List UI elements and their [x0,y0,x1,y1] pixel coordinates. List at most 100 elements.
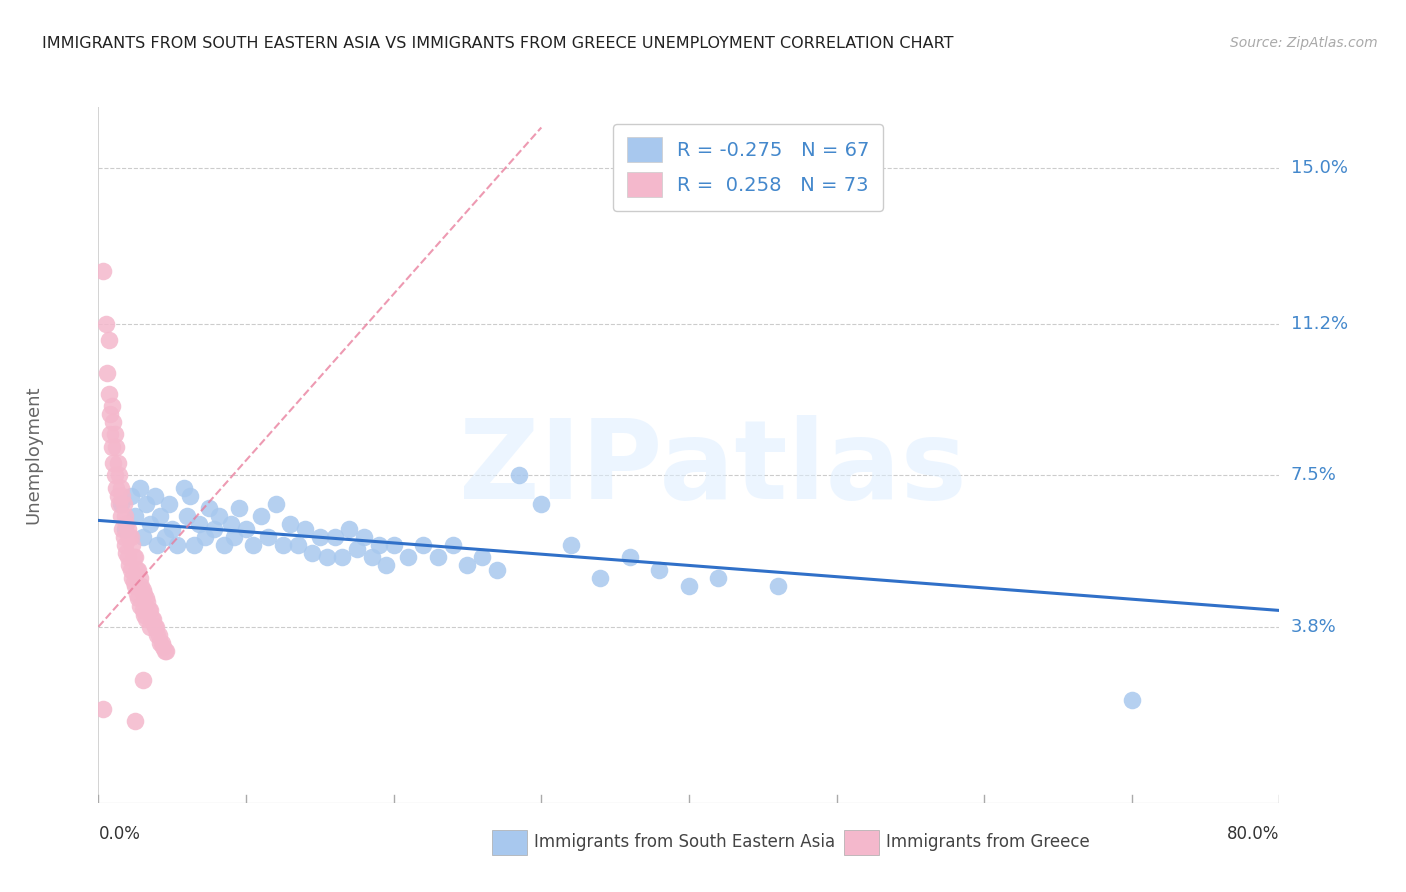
Point [149,509,172,524]
Point [360,550,382,565]
Point [242,538,264,552]
Text: 3.8%: 3.8% [1291,618,1336,636]
Point [103,415,125,429]
Point [278,517,302,532]
Point [142,612,165,626]
Point [121,571,143,585]
Point [134,607,156,622]
Point [141,612,163,626]
Text: 11.2%: 11.2% [1291,315,1348,333]
Point [138,603,160,617]
Text: Source: ZipAtlas.com: Source: ZipAtlas.com [1230,36,1378,50]
Point [212,538,235,552]
Point [132,603,155,617]
Point [224,530,246,544]
Point [108,497,131,511]
Point [149,636,172,650]
Point [132,582,155,597]
Point [412,538,434,552]
Point [105,481,128,495]
Point [183,538,205,552]
Point [110,497,132,511]
Point [148,628,170,642]
Point [94,317,117,331]
Point [128,599,150,614]
Point [111,522,134,536]
Point [271,538,294,552]
Point [219,517,242,532]
Point [104,427,127,442]
Point [124,550,146,565]
Point [132,530,155,544]
Point [143,489,166,503]
Point [139,620,162,634]
Point [129,579,152,593]
Point [114,522,136,536]
Point [104,468,127,483]
Text: Immigrants from Greece: Immigrants from Greece [886,833,1090,851]
Point [121,538,143,552]
Point [128,571,150,585]
Point [110,509,132,524]
Point [98,407,121,421]
Point [589,571,612,585]
Point [162,522,183,536]
Point [120,530,142,544]
Legend: R = -0.275   N = 67, R =  0.258   N = 73: R = -0.275 N = 67, R = 0.258 N = 73 [613,124,883,211]
Point [173,481,195,495]
Point [157,497,180,511]
Text: 7.5%: 7.5% [1291,467,1337,484]
Point [619,550,641,565]
Point [125,587,148,601]
Point [120,489,142,503]
Point [257,530,280,544]
Text: Unemployment: Unemployment [24,385,42,524]
Point [139,517,162,532]
Point [508,468,530,483]
Point [110,481,132,495]
Point [118,558,141,573]
Text: 80.0%: 80.0% [1227,825,1279,843]
Point [202,522,225,536]
Point [145,620,167,634]
Point [530,497,553,511]
Point [97,334,120,348]
Point [264,497,287,511]
Point [648,562,671,576]
Point [766,579,789,593]
Point [375,558,398,573]
Point [150,636,173,650]
Point [136,595,159,609]
Point [287,538,309,552]
Point [337,522,360,536]
Point [108,468,131,483]
Point [187,517,209,532]
Point [427,550,450,565]
Point [91,264,114,278]
Point [301,546,323,560]
Point [114,538,136,552]
Point [122,550,145,565]
Point [111,489,134,503]
Point [198,501,221,516]
Point [118,530,141,544]
Point [179,489,201,503]
Point [117,522,139,536]
Text: ZIPatlas: ZIPatlas [458,416,966,523]
Point [107,456,129,470]
Point [146,538,169,552]
Point [143,620,166,634]
Point [235,522,257,536]
Point [456,558,478,573]
Point [112,530,135,544]
Point [155,644,177,658]
Point [112,497,135,511]
Point [125,562,148,576]
Point [117,550,139,565]
Point [152,640,174,655]
Point [127,562,149,576]
Point [707,571,730,585]
Point [330,550,353,565]
Point [309,530,332,544]
Point [166,538,188,552]
